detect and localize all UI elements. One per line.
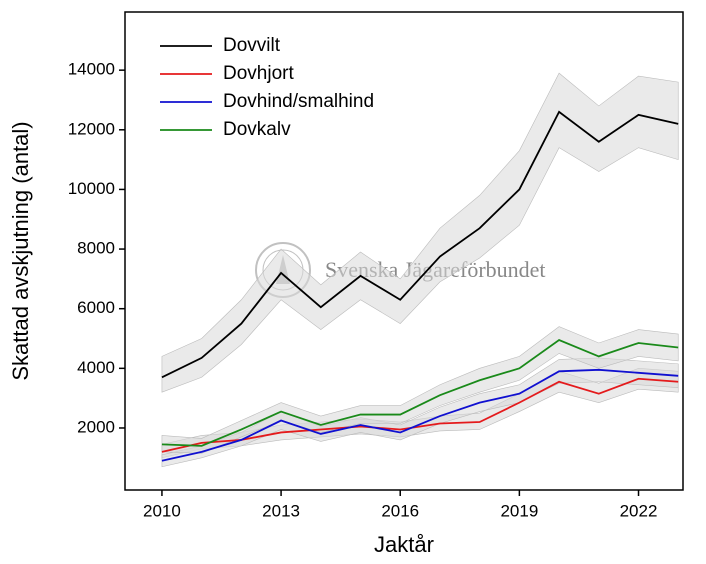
x-tick-label: 2016 xyxy=(381,501,419,520)
legend-label: Dovvilt xyxy=(223,35,281,56)
y-tick-label: 4000 xyxy=(77,358,115,377)
series-line xyxy=(161,338,679,447)
legend-label: Dovkalv xyxy=(223,119,291,140)
y-tick-label: 14000 xyxy=(68,60,115,79)
legend-label: Dovhjort xyxy=(223,63,294,84)
y-tick-label: 2000 xyxy=(77,417,115,436)
y-tick-label: 10000 xyxy=(68,179,115,198)
y-tick-label: 12000 xyxy=(68,119,115,138)
y-tick-label: 8000 xyxy=(77,239,115,258)
confidence-band xyxy=(161,326,679,454)
y-axis-label: Skattad avskjutning (antal) xyxy=(8,121,33,380)
x-tick-label: 2010 xyxy=(143,501,181,520)
plot-frame xyxy=(124,11,684,491)
series-line xyxy=(161,377,679,453)
y-tick-label: 6000 xyxy=(77,298,115,317)
x-tick-label: 2019 xyxy=(500,501,538,520)
confidence-band xyxy=(161,72,679,393)
series-line xyxy=(161,110,679,379)
x-axis-label: Jaktår xyxy=(374,532,434,557)
x-tick-label: 2022 xyxy=(620,501,658,520)
legend-label: Dovhind/smalhind xyxy=(223,91,374,112)
series-line xyxy=(161,368,679,462)
x-tick-label: 2013 xyxy=(262,501,300,520)
